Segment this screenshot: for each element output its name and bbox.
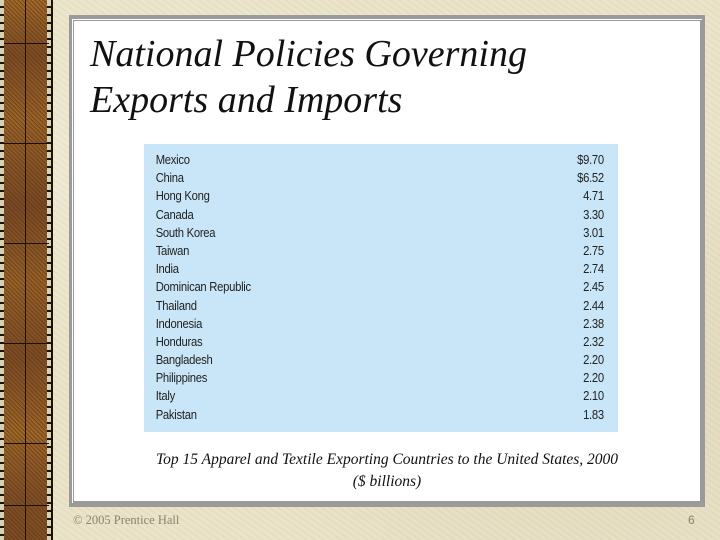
country-name: Canada <box>155 207 194 222</box>
export-value: 2.44 <box>583 298 604 313</box>
slide-title: National Policies Governing Exports and … <box>90 31 650 123</box>
table-row: Dominican Republic 2.45 <box>144 279 604 297</box>
export-value: 2.45 <box>583 280 604 295</box>
country-name: Hong Kong <box>155 189 210 204</box>
strip-edge-left <box>0 0 4 540</box>
caption-line-1: Top 15 Apparel and Textile Exporting Cou… <box>155 451 619 468</box>
table-row: South Korea 3.01 <box>144 225 604 243</box>
country-name: Taiwan <box>155 243 190 258</box>
table-row: Mexico $9.70 <box>144 152 604 170</box>
strip-grid-line <box>4 343 49 344</box>
strip-grid-line <box>4 443 49 444</box>
title-line-1: National Policies Governing <box>90 33 527 75</box>
export-value: 2.38 <box>583 316 604 331</box>
caption-line-2: ($ billions) <box>352 473 422 490</box>
country-name: Mexico <box>155 153 190 167</box>
country-name: Pakistan <box>155 407 197 422</box>
strip-grid-line <box>4 505 49 506</box>
export-value: 3.01 <box>583 225 604 240</box>
table-caption: Top 15 Apparel and Textile Exporting Cou… <box>74 449 700 493</box>
export-value: 2.75 <box>583 243 604 258</box>
country-name: Indonesia <box>155 316 203 331</box>
strip-grid-line <box>4 243 49 244</box>
export-value: 2.74 <box>583 262 604 277</box>
country-name: Bangladesh <box>155 353 213 368</box>
decorative-left-strip <box>0 0 53 540</box>
strip-edge-right <box>47 0 51 540</box>
table-row: Hong Kong 4.71 <box>144 188 604 206</box>
country-name: Thailand <box>155 298 197 313</box>
table-row: Canada 3.30 <box>144 207 604 225</box>
export-value: $6.52 <box>577 171 604 186</box>
country-name: Italy <box>155 389 176 404</box>
table-row: Pakistan 1.83 <box>144 407 604 425</box>
export-table: Mexico $9.70 China $6.52 Hong Kong 4.71 Can… <box>144 144 618 432</box>
country-name: Philippines <box>155 371 208 386</box>
export-value: 2.32 <box>583 334 604 349</box>
slide-frame-highlight <box>72 19 702 503</box>
country-name: South Korea <box>155 225 216 240</box>
table-row: China $6.52 <box>144 170 604 188</box>
page-number: 6 <box>688 513 695 527</box>
copyright-footer: © 2005 Prentice Hall <box>73 513 180 527</box>
export-value: 2.20 <box>583 353 604 368</box>
table-row: Honduras 2.32 <box>144 334 604 352</box>
export-value: 2.10 <box>583 389 604 404</box>
export-value: 3.30 <box>583 207 604 222</box>
export-value: 4.71 <box>583 189 604 204</box>
table-row: Italy 2.10 <box>144 388 604 406</box>
export-value: 1.83 <box>583 407 604 422</box>
table-row: Taiwan 2.75 <box>144 243 604 261</box>
country-name: China <box>155 171 184 186</box>
title-line-2: Exports and Imports <box>90 79 403 121</box>
country-name: Dominican Republic <box>155 280 251 295</box>
export-value: $9.70 <box>577 153 604 167</box>
table-row: Philippines 2.20 <box>144 370 604 388</box>
country-name: India <box>155 262 179 277</box>
country-name: Honduras <box>155 334 203 349</box>
table-row: Thailand 2.44 <box>144 298 604 316</box>
table-row: India 2.74 <box>144 261 604 279</box>
export-value: 2.20 <box>583 371 604 386</box>
strip-grid-line <box>4 43 49 44</box>
table-row: Bangladesh 2.20 <box>144 352 604 370</box>
strip-grid-line <box>4 143 49 144</box>
table-row: Indonesia 2.38 <box>144 316 604 334</box>
strip-grid-line <box>25 0 26 540</box>
